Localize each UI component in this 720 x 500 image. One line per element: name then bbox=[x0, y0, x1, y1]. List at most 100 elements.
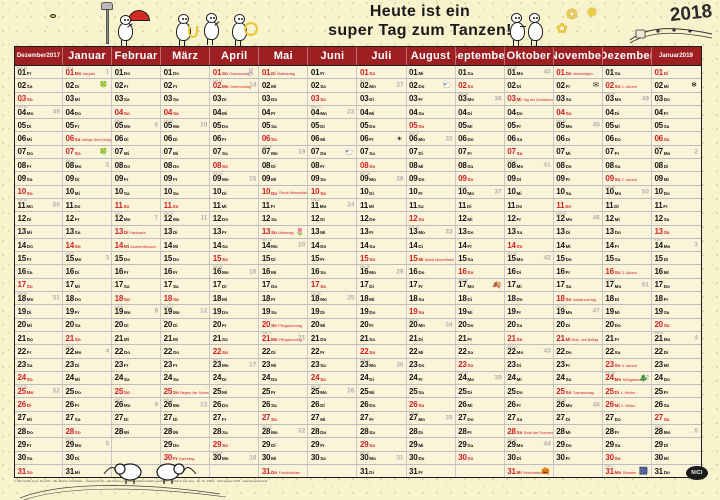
day-cell[interactable]: 01 Di bbox=[652, 66, 700, 78]
day-cell[interactable]: 19 Do bbox=[210, 305, 260, 318]
day-cell[interactable]: 19 Fr bbox=[505, 305, 554, 318]
day-cell[interactable]: 11 Fr bbox=[259, 198, 309, 212]
day-cell[interactable]: 22 Mi bbox=[407, 345, 456, 358]
day-cell[interactable]: 22 Sa bbox=[456, 345, 505, 358]
day-cell[interactable]: 27 So bbox=[259, 411, 309, 425]
day-cell[interactable]: 08 Di bbox=[652, 159, 700, 171]
day-cell[interactable]: 12 Mi bbox=[603, 212, 652, 225]
day-cell[interactable]: 18 Mi bbox=[210, 292, 260, 305]
day-cell[interactable]: 10 Do bbox=[652, 186, 700, 198]
day-cell[interactable]: 30 So bbox=[603, 451, 652, 464]
day-cell[interactable]: 27 Mi bbox=[308, 411, 358, 425]
day-cell[interactable]: 20 Do bbox=[603, 318, 652, 331]
day-cell[interactable]: 23 So bbox=[456, 358, 505, 371]
day-cell[interactable]: 06 Fr ☀ bbox=[357, 132, 407, 145]
day-cell[interactable]: 15 Fr bbox=[15, 252, 63, 265]
day-cell[interactable]: KW 52 25 Mo 52 bbox=[15, 385, 63, 398]
day-cell[interactable]: 05 Mi bbox=[456, 119, 505, 132]
day-cell[interactable]: 14 Mi bbox=[161, 238, 211, 252]
day-cell[interactable]: 10 So bbox=[308, 185, 358, 198]
day-cell[interactable]: 28 Sa bbox=[357, 425, 407, 438]
day-cell[interactable]: 15 Sa bbox=[456, 252, 505, 265]
day-cell[interactable]: 21 Fr bbox=[456, 331, 505, 345]
day-cell[interactable]: KW 26 25 Mo 26 bbox=[308, 385, 358, 398]
day-cell[interactable]: 12 Sa bbox=[259, 212, 309, 225]
day-cell[interactable]: 20 So Pfingstsonntag bbox=[259, 318, 309, 331]
day-cell[interactable]: 16 So bbox=[456, 265, 505, 278]
day-cell[interactable]: 16 Do bbox=[407, 265, 456, 278]
day-cell[interactable]: 02 Fr bbox=[161, 79, 211, 92]
month-header-may[interactable]: Mai bbox=[259, 47, 309, 65]
day-cell[interactable]: 08 Do bbox=[554, 159, 603, 172]
day-cell[interactable]: 12 Sa bbox=[652, 212, 700, 224]
day-cell[interactable]: 24 Di bbox=[357, 371, 407, 385]
day-cell[interactable]: 09 Do bbox=[407, 172, 456, 185]
day-cell[interactable]: 13 Di Fastnacht bbox=[112, 225, 162, 238]
day-cell[interactable]: 03 Do bbox=[652, 93, 700, 105]
day-cell[interactable]: 01 So bbox=[357, 66, 407, 79]
day-cell[interactable]: KW 50 11 Mo 50 bbox=[15, 198, 63, 212]
day-cell[interactable]: 05 Di bbox=[15, 119, 63, 132]
day-cell[interactable]: 31 Do bbox=[652, 465, 700, 477]
day-cell[interactable]: 18 Do bbox=[505, 292, 554, 305]
day-cell[interactable]: 20 Mi bbox=[15, 318, 63, 331]
day-cell[interactable]: 19 So bbox=[407, 305, 456, 318]
day-cell[interactable]: 08 Do bbox=[161, 159, 211, 172]
day-cell[interactable]: 06 So bbox=[652, 132, 700, 144]
day-cell[interactable]: 09 Fr bbox=[161, 172, 211, 185]
day-cell[interactable]: 03 Sa bbox=[112, 92, 162, 105]
day-cell[interactable]: 17 Sa bbox=[554, 278, 603, 292]
day-cell[interactable]: 02 So 1. Advent bbox=[603, 79, 652, 92]
day-cell[interactable]: KW 31 30 Mo 31 bbox=[357, 451, 407, 464]
day-cell[interactable]: KW 1 01 Mo Neujahr 1 bbox=[63, 66, 113, 79]
day-cell[interactable]: KW 32 06 Mo 32 bbox=[407, 132, 456, 145]
day-cell[interactable]: 07 Di bbox=[407, 145, 456, 159]
day-cell[interactable]: 07 Fr bbox=[456, 145, 505, 159]
day-cell[interactable]: 04 Di bbox=[603, 105, 652, 119]
day-cell[interactable]: 04 So bbox=[554, 105, 603, 119]
day-cell[interactable]: 12 Mi bbox=[456, 212, 505, 225]
day-cell[interactable]: 11 Mi bbox=[210, 198, 260, 212]
day-cell[interactable]: 16 Fr bbox=[161, 265, 211, 278]
day-cell[interactable]: 23 Di bbox=[505, 358, 554, 371]
day-cell[interactable]: 03 Mi bbox=[63, 92, 113, 105]
day-cell[interactable]: 22 So bbox=[357, 345, 407, 358]
day-cell[interactable]: 17 Mi bbox=[505, 278, 554, 292]
day-cell[interactable]: 12 Di bbox=[15, 212, 63, 225]
day-cell[interactable]: 22 Do bbox=[554, 345, 603, 358]
day-cell[interactable]: 04 So bbox=[112, 105, 162, 119]
day-cell[interactable]: 28 Sa bbox=[210, 425, 260, 438]
day-cell[interactable]: KW 38 17 Mo 38 🍂 bbox=[456, 278, 505, 292]
day-cell[interactable]: 03 Di bbox=[210, 92, 260, 105]
day-cell[interactable]: 06 So bbox=[259, 132, 309, 145]
day-cell[interactable]: KW 34 20 Mo 34 bbox=[407, 318, 456, 331]
day-cell[interactable]: 29 Di bbox=[652, 438, 700, 450]
day-cell[interactable]: 28 Fr bbox=[603, 425, 652, 438]
day-cell[interactable]: 11 So bbox=[554, 198, 603, 212]
day-cell[interactable]: 18 Fr bbox=[259, 292, 309, 305]
day-cell[interactable]: KW 7 12 Mo 7 bbox=[112, 212, 162, 225]
day-cell[interactable]: 24 Mi bbox=[505, 371, 554, 385]
day-cell[interactable]: KW 16 16 Mo 16 bbox=[210, 265, 260, 278]
day-cell[interactable]: 20 Fr bbox=[210, 318, 260, 331]
day-cell[interactable]: 04 So bbox=[161, 105, 211, 119]
day-cell[interactable]: 28 So bbox=[63, 425, 113, 438]
day-cell[interactable]: 05 Fr bbox=[505, 119, 554, 132]
day-cell[interactable]: KW 3 15 Mo 3 bbox=[63, 252, 113, 265]
day-cell[interactable]: 01 Mi bbox=[407, 66, 456, 79]
day-cell[interactable]: 25 Di bbox=[456, 385, 505, 398]
day-cell[interactable]: 05 Sa bbox=[259, 119, 309, 132]
day-cell[interactable]: 10 Do Christi Himmelfahrt bbox=[259, 185, 309, 198]
day-cell[interactable]: 14 Do bbox=[15, 238, 63, 252]
month-header-jun[interactable]: Juni bbox=[308, 47, 358, 65]
day-cell[interactable]: 20 Mi bbox=[308, 318, 358, 331]
day-cell[interactable]: 13 Mi bbox=[308, 225, 358, 238]
day-cell[interactable]: 02 So bbox=[456, 79, 505, 92]
day-cell[interactable]: 15 Do bbox=[161, 252, 211, 265]
day-cell[interactable]: 10 Fr bbox=[407, 185, 456, 198]
day-cell[interactable]: 31 Di bbox=[357, 464, 407, 478]
day-cell[interactable]: 23 Do bbox=[407, 358, 456, 371]
day-cell[interactable]: 25 Sa bbox=[407, 385, 456, 398]
